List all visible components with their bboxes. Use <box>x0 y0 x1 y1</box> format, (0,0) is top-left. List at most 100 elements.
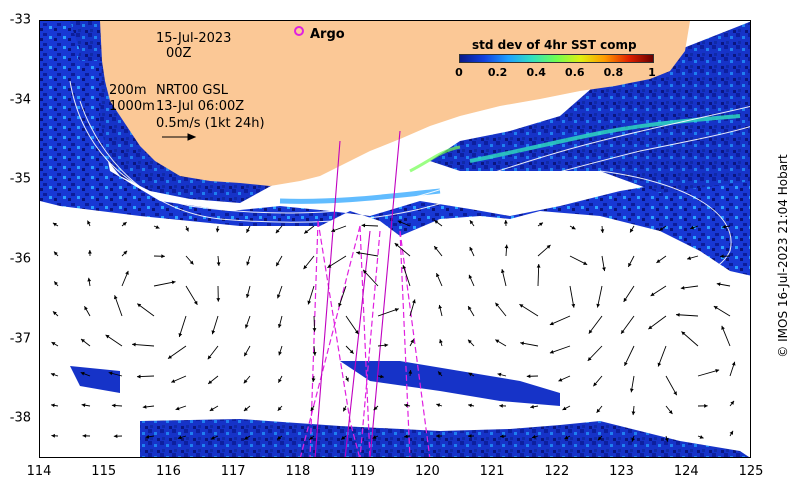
velocity-arrowhead <box>246 261 250 266</box>
velocity-arrowhead <box>593 382 598 387</box>
velocity-arrowhead <box>731 361 736 366</box>
sst-warm-streak-2 <box>409 145 461 173</box>
velocity-arrowhead <box>500 434 504 439</box>
velocity-arrowhead <box>178 333 183 337</box>
velocity-arrowhead <box>571 225 576 230</box>
colorbar-tick-label: 0.8 <box>603 66 624 79</box>
velocity-arrowhead <box>193 300 198 305</box>
velocity-arrowhead <box>51 342 56 346</box>
velocity-arrow <box>569 285 575 308</box>
velocity-arrowhead <box>519 304 524 308</box>
velocity-arrow <box>657 345 667 367</box>
colorbar-tick-label: 0 <box>455 66 463 79</box>
velocity-arrowhead <box>243 379 248 384</box>
velocity-arrowhead <box>185 227 189 232</box>
velocity-arrowhead <box>277 435 282 440</box>
velocity-arrowhead <box>549 350 554 354</box>
velocity-arrowhead <box>715 369 720 373</box>
sst-warm-streak-3 <box>279 188 441 204</box>
velocity-arrowhead <box>587 356 592 361</box>
velocity-arrowhead <box>52 222 57 227</box>
velocity-arrowhead <box>246 228 250 233</box>
x-tick-label: 121 <box>479 464 505 479</box>
velocity-arrowhead <box>631 411 636 416</box>
colorbar-tick-label: 0.2 <box>487 66 508 79</box>
velocity-arrow <box>178 315 187 338</box>
x-tick-label: 125 <box>738 464 764 479</box>
velocity-arrowhead <box>278 378 282 383</box>
velocity-arrow <box>624 345 635 367</box>
date-label: 15-Jul-2023 <box>156 31 232 46</box>
velocity-arrowhead <box>500 269 505 274</box>
hour-label: 00Z <box>166 46 192 61</box>
velocity-arrowhead <box>434 220 439 224</box>
velocity-arrowhead <box>208 380 213 384</box>
velocity-arrowhead <box>716 282 721 287</box>
velocity-arrowhead <box>628 262 632 267</box>
velocity-arrowhead <box>354 330 359 335</box>
velocity-arrowhead <box>278 351 282 356</box>
velocity-arrowhead <box>629 388 634 393</box>
velocity-arrowhead <box>564 435 569 440</box>
x-tick-label: 116 <box>156 464 181 479</box>
x-tick-label: 114 <box>26 464 52 479</box>
velocity-arrowhead <box>125 270 129 275</box>
velocity-arrowhead <box>82 433 87 438</box>
velocity-arrowhead <box>50 372 55 377</box>
y-tick-label: -36 <box>9 251 31 267</box>
velocity-arrowhead <box>113 295 118 300</box>
velocity-arrowhead <box>311 378 316 382</box>
velocity-arrowhead <box>168 355 172 359</box>
velocity-arrowhead <box>699 435 704 439</box>
velocity-arrowhead <box>704 403 708 408</box>
velocity-arrowhead <box>680 285 685 290</box>
velocity-arrowhead <box>84 306 88 311</box>
velocity-arrowhead <box>468 306 472 311</box>
velocity-arrowhead <box>536 264 541 268</box>
velocity-arrow <box>697 369 720 377</box>
velocity-arrowhead <box>520 341 525 346</box>
velocity-arrow <box>114 295 123 317</box>
velocity-arrow <box>681 331 699 347</box>
velocity-arrow <box>362 269 379 287</box>
velocity-arrowhead <box>136 374 141 379</box>
velocity-arrow <box>167 345 187 360</box>
velocity-arrowhead <box>657 362 662 367</box>
velocity-arrowhead <box>721 325 725 330</box>
velocity-arrowhead <box>171 280 176 285</box>
sst-coverage-south <box>140 419 749 457</box>
velocity-arrowhead <box>397 220 402 224</box>
velocity-arrowhead <box>676 312 680 317</box>
velocity-arrowhead <box>87 220 91 225</box>
velocity-arrowhead <box>309 436 314 440</box>
velocity-arrowhead <box>51 403 55 408</box>
velocity-arrowhead <box>650 292 655 296</box>
colorbar-tick-label: 0.6 <box>565 66 585 79</box>
velocity-arrowhead <box>384 343 389 348</box>
velocity-arrowhead <box>155 225 160 229</box>
velocity-arrowhead <box>175 406 180 411</box>
velocity-arrowhead <box>244 436 249 440</box>
velocity-arrowhead <box>108 371 113 376</box>
velocity-arrowhead <box>276 262 280 267</box>
velocity-arrowhead <box>356 251 361 255</box>
y-tick-label: -37 <box>9 331 31 347</box>
sst-coverage-shelf <box>40 41 750 276</box>
velocity-arrowhead <box>243 407 248 412</box>
velocity-arrow <box>132 343 155 347</box>
velocity-arrow <box>327 255 347 269</box>
x-tick-label: 117 <box>220 464 246 479</box>
velocity-arrowhead <box>530 404 535 409</box>
velocity-arrowhead <box>189 260 194 265</box>
y-tick-label: -34 <box>9 92 31 108</box>
x-tick-label: 122 <box>544 464 570 479</box>
velocity-arrowhead <box>373 406 378 411</box>
velocity-arrowhead <box>372 435 377 439</box>
velocity-arrowhead <box>531 434 536 439</box>
map-canvas <box>40 21 750 457</box>
velocity-arrowhead <box>275 229 280 234</box>
velocity-arrowhead <box>402 265 406 270</box>
velocity-arrowhead <box>549 321 554 326</box>
velocity-arrow <box>620 315 635 335</box>
argo-tracks <box>299 220 431 457</box>
